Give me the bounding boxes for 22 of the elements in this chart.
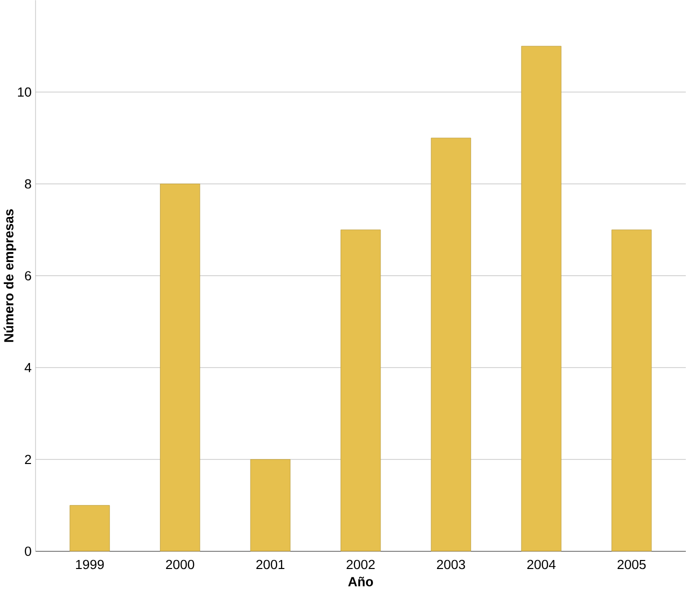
- x-tick-label: 2005: [618, 560, 646, 570]
- x-axis-title: Año: [348, 576, 373, 586]
- bar: [250, 459, 290, 552]
- x-tick-label: 2001: [256, 560, 284, 570]
- y-tick-label: 0: [24, 546, 32, 556]
- bar: [340, 230, 381, 552]
- bar: [70, 505, 110, 552]
- y-tick-label: 8: [24, 179, 32, 189]
- bar: [612, 230, 652, 552]
- x-tick-label: 2002: [346, 560, 375, 570]
- y-tick-label: 6: [25, 271, 32, 280]
- y-tick-label: 2: [24, 454, 32, 464]
- bar: [521, 46, 562, 552]
- y-tick-label: 4: [24, 363, 32, 372]
- x-tick-label: 2004: [527, 560, 556, 570]
- x-tick-label: 2003: [436, 560, 466, 570]
- y-axis-title: Número de empresas: [4, 209, 16, 342]
- bar: [160, 184, 200, 552]
- x-tick-label: 2000: [166, 560, 194, 570]
- x-tick-label: 1999: [76, 560, 104, 570]
- y-tick-label: 10: [18, 87, 32, 97]
- bar: [430, 138, 472, 552]
